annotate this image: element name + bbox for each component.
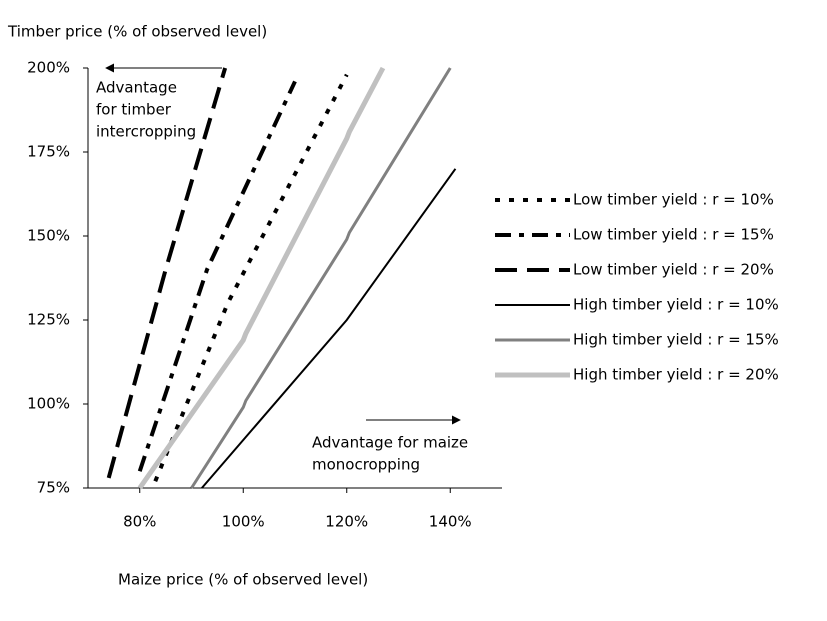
series-line bbox=[137, 80, 297, 472]
annotation: Advantage for maize bbox=[312, 434, 468, 452]
series-line bbox=[190, 67, 452, 489]
annotation: Advantage bbox=[96, 79, 177, 97]
legend-label: High timber yield : r = 10% bbox=[573, 296, 779, 314]
y-tick-label: 200% bbox=[27, 59, 70, 77]
x-axis-label: Maize price (% of observed level) bbox=[118, 571, 368, 589]
series-line bbox=[106, 67, 228, 479]
annotation: for timber bbox=[96, 101, 172, 119]
legend-label: Low timber yield : r = 20% bbox=[573, 261, 774, 279]
x-tick-label: 80% bbox=[123, 513, 156, 531]
annotation: monocropping bbox=[312, 456, 420, 474]
x-tick-label: 100% bbox=[222, 513, 265, 531]
y-tick-label: 125% bbox=[27, 311, 70, 329]
series-line bbox=[201, 168, 457, 489]
legend-label: High timber yield : r = 20% bbox=[573, 366, 779, 384]
legend-label: Low timber yield : r = 10% bbox=[573, 191, 774, 209]
y-axis-label: Timber price (% of observed level) bbox=[7, 23, 267, 41]
y-tick-label: 75% bbox=[37, 479, 70, 497]
series-line bbox=[137, 66, 386, 490]
y-tick-label: 150% bbox=[27, 227, 70, 245]
annotation: intercropping bbox=[96, 123, 196, 141]
x-tick-label: 120% bbox=[325, 513, 368, 531]
y-tick-label: 175% bbox=[27, 143, 70, 161]
series-line bbox=[153, 73, 349, 483]
y-tick-label: 100% bbox=[27, 395, 70, 413]
legend-label: High timber yield : r = 15% bbox=[573, 331, 779, 349]
x-tick-label: 140% bbox=[429, 513, 472, 531]
legend-label: Low timber yield : r = 15% bbox=[573, 226, 774, 244]
